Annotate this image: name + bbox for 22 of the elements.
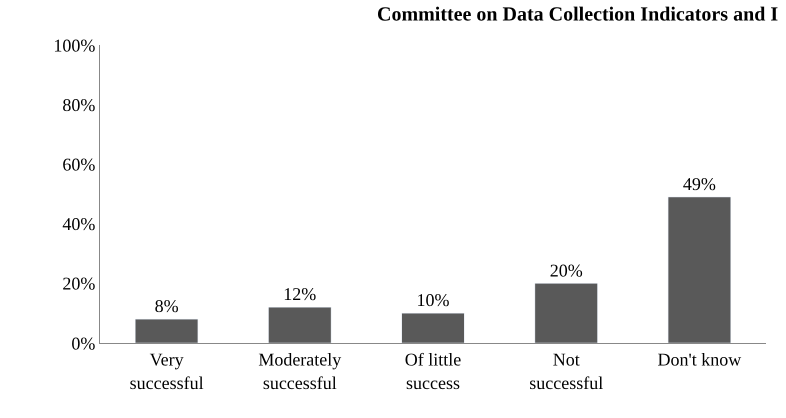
x-tick-label: Moderately successful	[258, 350, 342, 393]
bar	[534, 283, 598, 343]
y-tick-label: 100%	[53, 35, 96, 56]
chart-title: Committee on Data Collection Indicators and I	[377, 3, 778, 26]
data-label: 12%	[283, 284, 316, 304]
bar	[268, 306, 332, 343]
y-tick-label: 40%	[62, 214, 96, 234]
y-tick-label: 60%	[62, 154, 96, 174]
y-tick-label: 0%	[71, 333, 96, 354]
data-label: 8%	[154, 296, 179, 316]
x-tick-label: Not successful	[529, 350, 604, 393]
bar	[135, 318, 198, 343]
data-label: 49%	[682, 174, 716, 194]
bar	[668, 196, 731, 343]
bar	[401, 312, 465, 343]
x-tick-label: Very successful	[130, 350, 204, 393]
y-tick-label: 20%	[62, 274, 96, 294]
x-tick-label: Of little success	[404, 350, 462, 393]
data-label: 20%	[550, 260, 583, 280]
data-label: 10%	[416, 290, 450, 310]
x-tick-label: Don't know	[658, 350, 742, 370]
y-tick-label: 80%	[62, 94, 96, 115]
